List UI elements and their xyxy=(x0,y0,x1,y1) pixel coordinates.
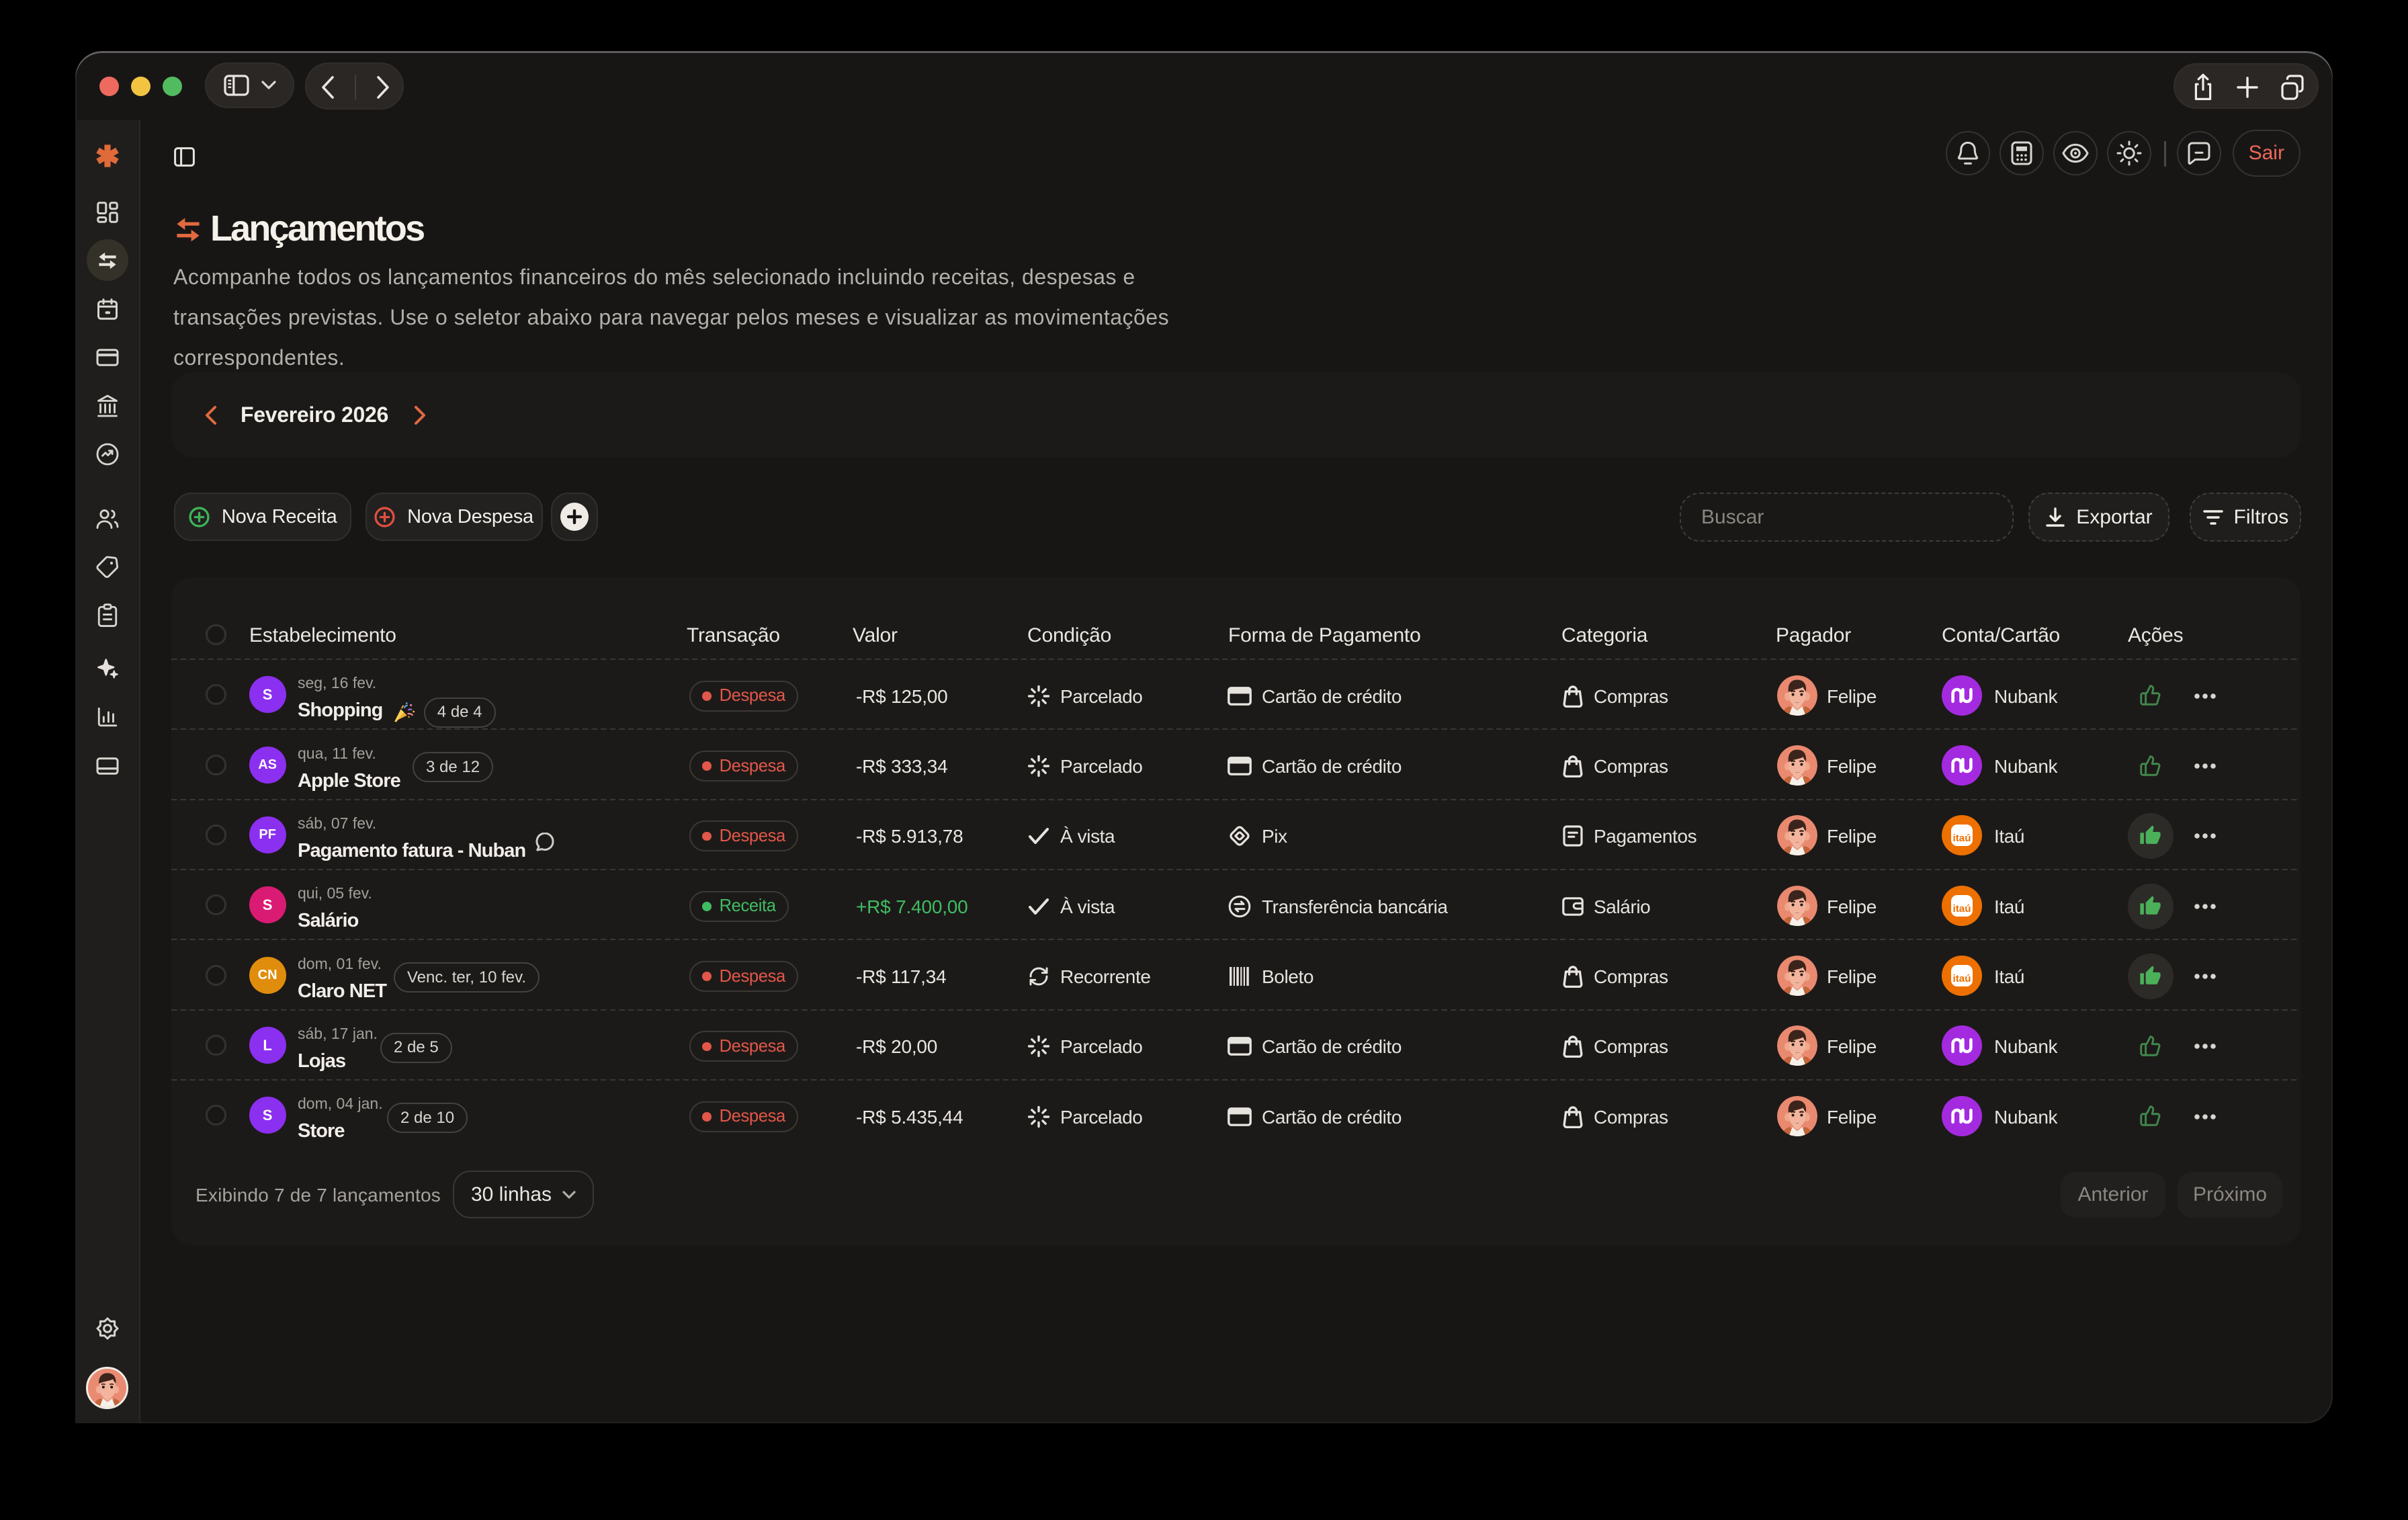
svg-text:itaú: itaú xyxy=(1952,973,1971,984)
svg-text:itaú: itaú xyxy=(1952,833,1971,844)
svg-text:itaú: itaú xyxy=(1952,903,1971,915)
